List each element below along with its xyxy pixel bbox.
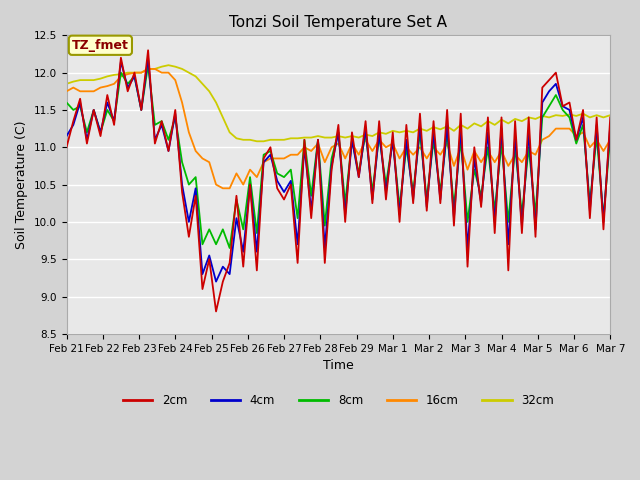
2cm xyxy=(63,144,70,150)
2cm xyxy=(375,118,383,124)
32cm xyxy=(566,111,573,117)
32cm xyxy=(63,81,70,87)
4cm xyxy=(607,122,614,128)
8cm xyxy=(226,245,234,251)
2cm xyxy=(144,48,152,53)
32cm xyxy=(518,118,525,124)
2cm xyxy=(477,204,485,210)
8cm xyxy=(63,100,70,106)
4cm xyxy=(566,107,573,113)
2cm xyxy=(416,111,424,117)
4cm xyxy=(545,88,553,94)
16cm xyxy=(219,185,227,191)
16cm xyxy=(607,137,614,143)
32cm xyxy=(164,62,172,68)
32cm xyxy=(253,138,260,144)
Line: 2cm: 2cm xyxy=(67,50,611,312)
8cm xyxy=(518,212,525,217)
16cm xyxy=(518,159,525,165)
2cm xyxy=(518,230,525,236)
8cm xyxy=(477,193,485,199)
2cm xyxy=(566,100,573,106)
16cm xyxy=(63,88,70,94)
8cm xyxy=(144,62,152,68)
8cm xyxy=(545,103,553,109)
16cm xyxy=(545,133,553,139)
Line: 16cm: 16cm xyxy=(67,69,611,188)
32cm xyxy=(416,126,424,132)
Y-axis label: Soil Temperature (C): Soil Temperature (C) xyxy=(15,120,28,249)
Line: 8cm: 8cm xyxy=(67,65,611,248)
Text: TZ_fmet: TZ_fmet xyxy=(72,39,129,52)
8cm xyxy=(607,133,614,139)
Legend: 2cm, 4cm, 8cm, 16cm, 32cm: 2cm, 4cm, 8cm, 16cm, 32cm xyxy=(118,389,559,411)
16cm xyxy=(477,159,485,165)
4cm xyxy=(518,223,525,228)
4cm xyxy=(375,130,383,135)
2cm xyxy=(212,309,220,314)
4cm xyxy=(144,55,152,60)
Line: 32cm: 32cm xyxy=(67,65,611,141)
8cm xyxy=(416,130,424,135)
32cm xyxy=(545,115,553,120)
X-axis label: Time: Time xyxy=(323,359,354,372)
16cm xyxy=(566,126,573,132)
16cm xyxy=(416,144,424,150)
4cm xyxy=(63,133,70,139)
32cm xyxy=(375,130,383,135)
4cm xyxy=(477,200,485,206)
Title: Tonzi Soil Temperature Set A: Tonzi Soil Temperature Set A xyxy=(229,15,447,30)
32cm xyxy=(607,112,614,118)
32cm xyxy=(477,123,485,129)
4cm xyxy=(212,279,220,285)
Line: 4cm: 4cm xyxy=(67,58,611,282)
16cm xyxy=(375,137,383,143)
8cm xyxy=(375,133,383,139)
16cm xyxy=(144,66,152,72)
2cm xyxy=(607,115,614,120)
4cm xyxy=(416,122,424,128)
2cm xyxy=(545,77,553,83)
8cm xyxy=(566,115,573,120)
